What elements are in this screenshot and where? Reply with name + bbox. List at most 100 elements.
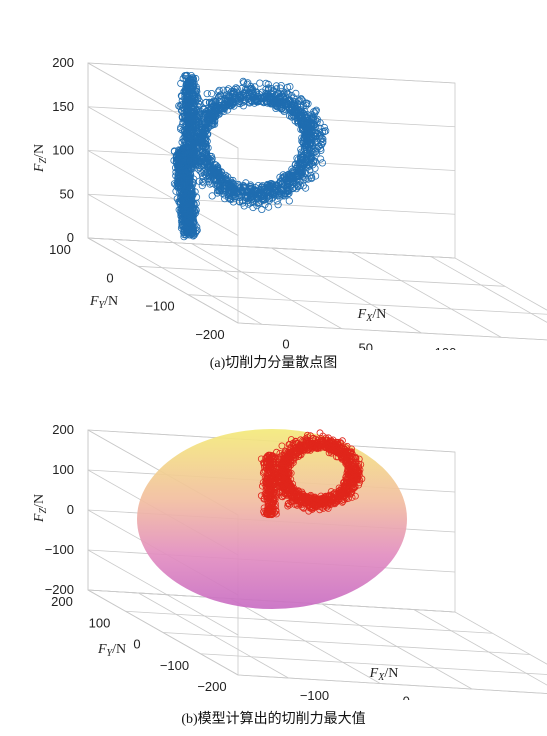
data-point	[313, 149, 321, 157]
data-point	[250, 185, 258, 194]
data-point	[211, 108, 219, 116]
data-point	[182, 197, 190, 205]
data-point	[173, 180, 182, 188]
data-point	[344, 450, 352, 458]
data-point	[264, 501, 272, 509]
data-point	[179, 148, 187, 156]
data-point	[229, 186, 237, 194]
data-point	[291, 488, 299, 496]
data-point	[182, 130, 190, 138]
data-point	[204, 106, 212, 114]
data-point	[211, 160, 219, 168]
data-point	[179, 210, 187, 218]
data-point	[178, 101, 186, 109]
data-point	[200, 150, 208, 158]
data-point	[181, 92, 189, 100]
data-point	[265, 86, 273, 94]
data-point	[206, 166, 214, 174]
data-point	[208, 98, 217, 106]
data-point	[349, 460, 357, 468]
data-point	[198, 129, 206, 138]
data-point	[190, 200, 198, 208]
data-point	[202, 128, 210, 136]
data-point	[296, 153, 304, 161]
data-point	[180, 88, 188, 96]
data-point	[293, 117, 302, 125]
data-point	[311, 148, 319, 156]
data-point	[297, 498, 305, 506]
data-point	[338, 452, 346, 460]
data-point	[308, 136, 316, 144]
data-point	[285, 501, 293, 509]
data-point	[287, 445, 295, 453]
data-point	[236, 94, 244, 102]
data-point	[285, 112, 294, 120]
data-point	[286, 176, 294, 184]
data-point	[262, 486, 270, 494]
chart-a-labels: 0501001502000501001502001000−100−200FZ/N…	[32, 55, 536, 350]
data-point	[239, 102, 248, 110]
data-point	[283, 473, 291, 481]
data-point	[179, 158, 187, 166]
data-point	[180, 218, 188, 226]
data-point	[187, 149, 195, 158]
data-point	[187, 144, 195, 152]
data-point	[194, 117, 202, 125]
data-point	[170, 147, 178, 155]
data-point	[179, 204, 187, 212]
data-point	[253, 97, 261, 106]
data-point	[209, 170, 217, 178]
x-tick-label: 50	[358, 341, 372, 350]
data-point	[182, 86, 190, 95]
data-point	[212, 100, 220, 108]
data-point	[265, 181, 273, 189]
data-point	[203, 90, 211, 98]
y-tick-label: −200	[195, 327, 224, 342]
data-point	[277, 82, 285, 90]
data-point	[320, 128, 328, 136]
data-point	[285, 491, 293, 499]
data-point	[196, 167, 204, 175]
data-point	[240, 183, 248, 191]
data-point	[239, 199, 247, 207]
data-point	[179, 118, 187, 126]
data-point	[183, 229, 191, 237]
data-point	[318, 159, 326, 167]
data-point	[304, 431, 311, 439]
data-point	[260, 186, 268, 194]
z-tick-label: 200	[52, 55, 74, 70]
data-point	[302, 137, 311, 145]
data-point	[343, 459, 350, 466]
data-point	[233, 88, 241, 96]
chart-b: −200−1000100200−10001002002001000−100−20…	[0, 395, 547, 700]
data-point	[294, 175, 302, 183]
data-point	[260, 99, 268, 107]
data-point	[240, 93, 248, 102]
data-point	[192, 107, 200, 115]
data-point	[331, 494, 338, 502]
data-point	[222, 188, 230, 196]
data-point	[296, 155, 305, 163]
data-point	[272, 104, 280, 113]
data-point	[264, 90, 272, 98]
data-point	[183, 205, 191, 213]
data-point	[227, 188, 235, 196]
data-point	[280, 492, 288, 500]
data-point	[327, 488, 335, 495]
data-point	[268, 96, 276, 105]
data-point	[284, 502, 292, 510]
data-point	[177, 79, 185, 88]
z-tick-label: −100	[45, 542, 74, 557]
data-point	[329, 439, 337, 447]
data-point	[179, 206, 187, 214]
data-point	[317, 439, 325, 447]
data-point	[280, 482, 288, 490]
data-point	[285, 458, 293, 465]
data-point	[178, 180, 186, 188]
data-point	[188, 187, 196, 195]
data-point	[280, 478, 287, 485]
data-point	[246, 85, 254, 93]
y-tick-label: 100	[49, 242, 71, 257]
data-point	[267, 478, 275, 486]
data-point	[211, 165, 219, 173]
